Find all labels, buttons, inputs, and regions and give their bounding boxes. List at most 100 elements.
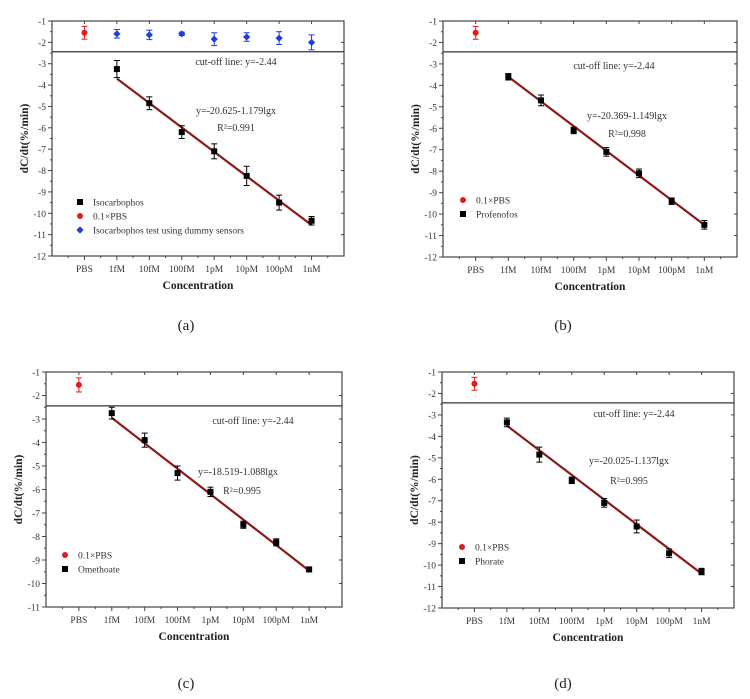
y-tick-label: -11 <box>424 583 437 593</box>
x-tick-label: 1nM <box>695 266 714 276</box>
y-tick-label: -1 <box>428 369 436 379</box>
data-point <box>308 217 315 224</box>
data-point <box>243 33 251 41</box>
cutoff-label: cut-off line: y=-2.44 <box>573 61 654 72</box>
y-tick-label: -1 <box>32 369 40 379</box>
data-point <box>306 566 313 573</box>
y-tick-label: -4 <box>38 82 46 92</box>
legend: 0.1×PBS Phorate <box>459 544 509 568</box>
y-tick-label: -2 <box>428 390 436 400</box>
x-tick-label: 10pM <box>232 616 255 626</box>
series-omethoate <box>108 406 313 573</box>
legend-label: Isocarbophos test using dummy sensors <box>93 227 244 237</box>
plot-frame <box>441 371 735 609</box>
data-point <box>601 499 608 506</box>
y-tick-label: -3 <box>428 411 436 421</box>
series-isocarbophos <box>113 60 315 226</box>
x-tick-label: PBS <box>466 617 483 627</box>
series-phorate <box>503 417 705 576</box>
cutoff-label: cut-off line: y=-2.44 <box>195 57 276 68</box>
r-squared-label: R²=0.995 <box>223 486 261 497</box>
data-point <box>243 172 250 179</box>
y-tick-label: -11 <box>425 232 438 242</box>
data-point <box>174 470 181 477</box>
data-point <box>146 100 153 107</box>
x-tick-label: 100fM <box>561 265 587 276</box>
y-tick-label: -11 <box>34 231 47 241</box>
y-tick-label: -3 <box>429 60 437 70</box>
data-point <box>471 380 478 387</box>
legend-marker <box>77 199 83 205</box>
x-tick-label: 1fM <box>499 616 516 627</box>
series-isocarbophos-test-using-dummy-sensors <box>113 29 316 51</box>
cutoff-label: cut-off line: y=-2.44 <box>212 416 293 427</box>
y-tick-label: -6 <box>429 125 437 135</box>
data-point <box>307 38 316 46</box>
y-tick-label: -6 <box>32 486 40 496</box>
x-tick-label: 1fM <box>104 615 121 626</box>
panel-caption: (d) <box>554 676 572 692</box>
legend-marker <box>62 566 68 572</box>
panel-caption: (c) <box>178 676 195 692</box>
y-tick-label: -4 <box>428 433 436 443</box>
data-point <box>701 221 708 228</box>
y-tick-label: -4 <box>429 82 437 92</box>
x-axis-title: Concentration <box>163 280 235 292</box>
legend-marker <box>460 197 466 203</box>
legend-label: Omethoate <box>78 566 120 576</box>
y-axis-title: dC/dt(%/min) <box>409 455 421 525</box>
legend-label: 0.1×PBS <box>476 197 510 207</box>
data-point <box>503 419 510 426</box>
data-point <box>505 73 512 80</box>
y-tick-label: -3 <box>38 60 46 70</box>
panel-caption: (a) <box>178 318 195 334</box>
r-squared-label: R²=0.991 <box>217 123 255 134</box>
x-axis-title: Concentration <box>159 631 231 643</box>
series-0-1-pbs <box>471 376 478 391</box>
x-tick-label: 100fM <box>559 616 585 627</box>
data-point <box>568 477 575 484</box>
data-point <box>666 550 673 557</box>
y-tick-label: -1 <box>429 18 437 28</box>
y-tick-label: -1 <box>38 18 46 28</box>
y-tick-label: -6 <box>38 124 46 134</box>
cutoff-label: cut-off line: y=-2.44 <box>593 409 674 420</box>
y-tick-label: -2 <box>429 39 437 49</box>
x-tick-label: PBS <box>467 266 484 276</box>
data-point <box>141 437 148 444</box>
y-tick-label: -7 <box>38 146 46 156</box>
y-tick-label: -11 <box>28 604 41 614</box>
legend-label: 0.1×PBS <box>93 213 127 223</box>
legend-marker <box>77 213 83 219</box>
legend-label: Profenofos <box>476 210 518 221</box>
data-point <box>113 66 120 73</box>
x-tick-label: 100pM <box>655 617 683 627</box>
legend-marker <box>76 226 84 234</box>
y-tick-label: -12 <box>423 605 436 615</box>
data-point <box>178 129 185 136</box>
y-tick-label: -5 <box>428 454 436 464</box>
y-tick-label: -9 <box>429 189 437 199</box>
series-0-1-pbs <box>75 377 82 393</box>
x-tick-label: 1pM <box>205 265 224 275</box>
legend-marker <box>459 558 465 564</box>
fit-equation: y=-18.519-1.088lgx <box>198 467 278 478</box>
data-point <box>240 521 247 528</box>
y-tick-label: -6 <box>428 476 436 486</box>
y-tick-label: -12 <box>424 254 437 264</box>
series-profenofos <box>505 73 708 230</box>
y-tick-label: -7 <box>429 146 437 156</box>
data-point <box>113 30 121 38</box>
x-tick-label: 10pM <box>625 617 648 627</box>
x-tick-label: 1nM <box>693 617 712 627</box>
data-point <box>108 410 115 417</box>
y-tick-label: -12 <box>33 253 46 263</box>
y-tick-label: -7 <box>32 510 40 520</box>
x-tick-label: 1nM <box>300 616 319 626</box>
data-point <box>276 199 283 206</box>
data-point <box>472 29 479 36</box>
x-tick-label: 100fM <box>169 264 195 275</box>
y-tick-label: -10 <box>27 580 40 590</box>
y-tick-label: -8 <box>428 519 436 529</box>
